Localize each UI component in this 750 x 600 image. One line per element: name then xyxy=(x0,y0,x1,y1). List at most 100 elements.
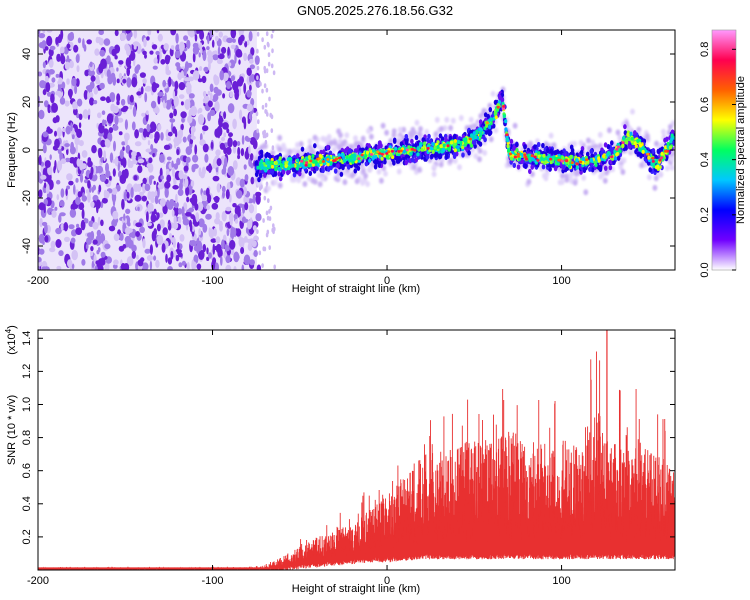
noise-blob xyxy=(88,91,94,99)
snr-scale-factor-text: (x104) xyxy=(4,325,18,355)
noise-blob xyxy=(87,91,90,100)
noise-blob xyxy=(148,157,153,164)
noise-blob xyxy=(38,33,46,39)
noise-blob xyxy=(60,30,64,40)
noise-blob xyxy=(229,91,234,98)
ridge-halo-blob xyxy=(340,141,346,148)
noise-blob xyxy=(76,223,80,228)
noise-blob xyxy=(251,240,257,248)
noise-blob xyxy=(212,54,219,61)
noise-blob xyxy=(93,86,99,95)
ridge-core-blob xyxy=(470,143,474,148)
ridge-halo-blob xyxy=(369,133,374,140)
ridge-halo-blob xyxy=(329,139,334,146)
ridge-blob xyxy=(414,157,419,163)
noise-blob xyxy=(103,38,111,46)
noise-blob xyxy=(134,141,142,147)
noise-blob xyxy=(68,180,74,186)
noise-blob xyxy=(213,86,219,94)
noise-blob xyxy=(91,186,95,193)
noise-blob xyxy=(134,194,142,202)
noise-blob xyxy=(172,222,179,230)
noise-blob xyxy=(190,126,196,133)
noise-blob xyxy=(222,93,226,99)
ridge-blob xyxy=(453,133,457,139)
ridge-blob xyxy=(263,172,267,178)
ridge-halo-blob xyxy=(541,172,547,179)
ridge-core-blob xyxy=(569,154,573,159)
noise-blob xyxy=(240,148,245,157)
noise-blob xyxy=(122,78,127,84)
ridge-core-blob xyxy=(402,149,406,154)
noise-blob-faint xyxy=(263,246,267,252)
noise-blob xyxy=(141,195,147,202)
ridge-blob xyxy=(569,144,574,150)
noise-blob xyxy=(119,149,124,160)
noise-blob xyxy=(164,92,167,104)
noise-blob xyxy=(225,206,232,212)
ridge-core-blob xyxy=(502,114,506,119)
noise-blob xyxy=(151,148,158,154)
noise-blob xyxy=(227,166,235,176)
noise-blob xyxy=(148,30,152,36)
noise-blob xyxy=(198,167,202,177)
ridge-hot-spot xyxy=(536,159,540,162)
noise-blob xyxy=(55,227,62,235)
ridge-blob xyxy=(333,168,338,174)
noise-blob xyxy=(144,183,151,192)
noise-blob xyxy=(227,103,235,114)
noise-blob xyxy=(101,110,106,115)
ridge-blob xyxy=(425,154,430,160)
noise-blob xyxy=(44,223,48,234)
ridge-core-blob xyxy=(542,153,546,158)
colorbar-strip xyxy=(712,30,736,270)
noise-blob xyxy=(163,43,169,51)
noise-blob xyxy=(127,221,131,227)
noise-blob-faint xyxy=(270,33,274,39)
noise-blob xyxy=(211,202,219,210)
noise-blob xyxy=(218,31,223,38)
noise-blob-faint xyxy=(267,42,270,48)
ridge-blob xyxy=(440,136,445,142)
ridge-halo-blob xyxy=(368,165,373,172)
ridge-core-blob xyxy=(429,146,434,151)
colorbar: 0.00.20.40.60.8 Normalized spectral ampl… xyxy=(699,29,747,278)
noise-blob xyxy=(85,189,89,194)
noise-blob xyxy=(43,182,47,189)
ridge-core-blob xyxy=(295,166,299,171)
spectrogram-x-label: Height of straight line (km) xyxy=(292,283,420,295)
spectrogram-x-tick-label: 100 xyxy=(552,275,570,287)
ridge-halo-blob xyxy=(583,189,589,196)
noise-blob xyxy=(196,263,202,270)
noise-blob xyxy=(243,164,247,170)
noise-blob xyxy=(124,43,130,51)
noise-blob xyxy=(67,259,73,268)
colorbar-tick-label: 0.6 xyxy=(699,97,711,112)
ridge-blob xyxy=(300,146,305,152)
ridge-core-blob xyxy=(669,139,673,144)
noise-blob xyxy=(134,129,140,139)
noise-blob xyxy=(183,77,191,82)
ridge-blob xyxy=(533,144,537,150)
noise-blob xyxy=(167,131,173,137)
spectrogram-y-tick-label: -20 xyxy=(21,190,33,206)
noise-blob xyxy=(59,46,65,54)
noise-blob xyxy=(76,98,83,107)
noise-blob xyxy=(221,136,225,142)
ridge-core-blob xyxy=(660,151,664,156)
noise-blob xyxy=(171,167,175,178)
ridge-hot-spot xyxy=(413,148,417,152)
noise-blob xyxy=(76,53,80,61)
ridge-core-blob xyxy=(270,164,275,169)
noise-blob-faint xyxy=(261,37,264,43)
ridge-core-blob xyxy=(641,149,645,154)
noise-blob xyxy=(204,153,209,163)
noise-blob xyxy=(130,187,134,199)
ridge-core-blob xyxy=(613,156,618,161)
ridge-core-blob xyxy=(626,132,630,137)
noise-blob xyxy=(89,172,93,180)
noise-blob xyxy=(142,262,149,270)
ridge-blob xyxy=(265,151,270,157)
ridge-blob xyxy=(627,144,632,150)
noise-blob-faint xyxy=(265,232,269,238)
